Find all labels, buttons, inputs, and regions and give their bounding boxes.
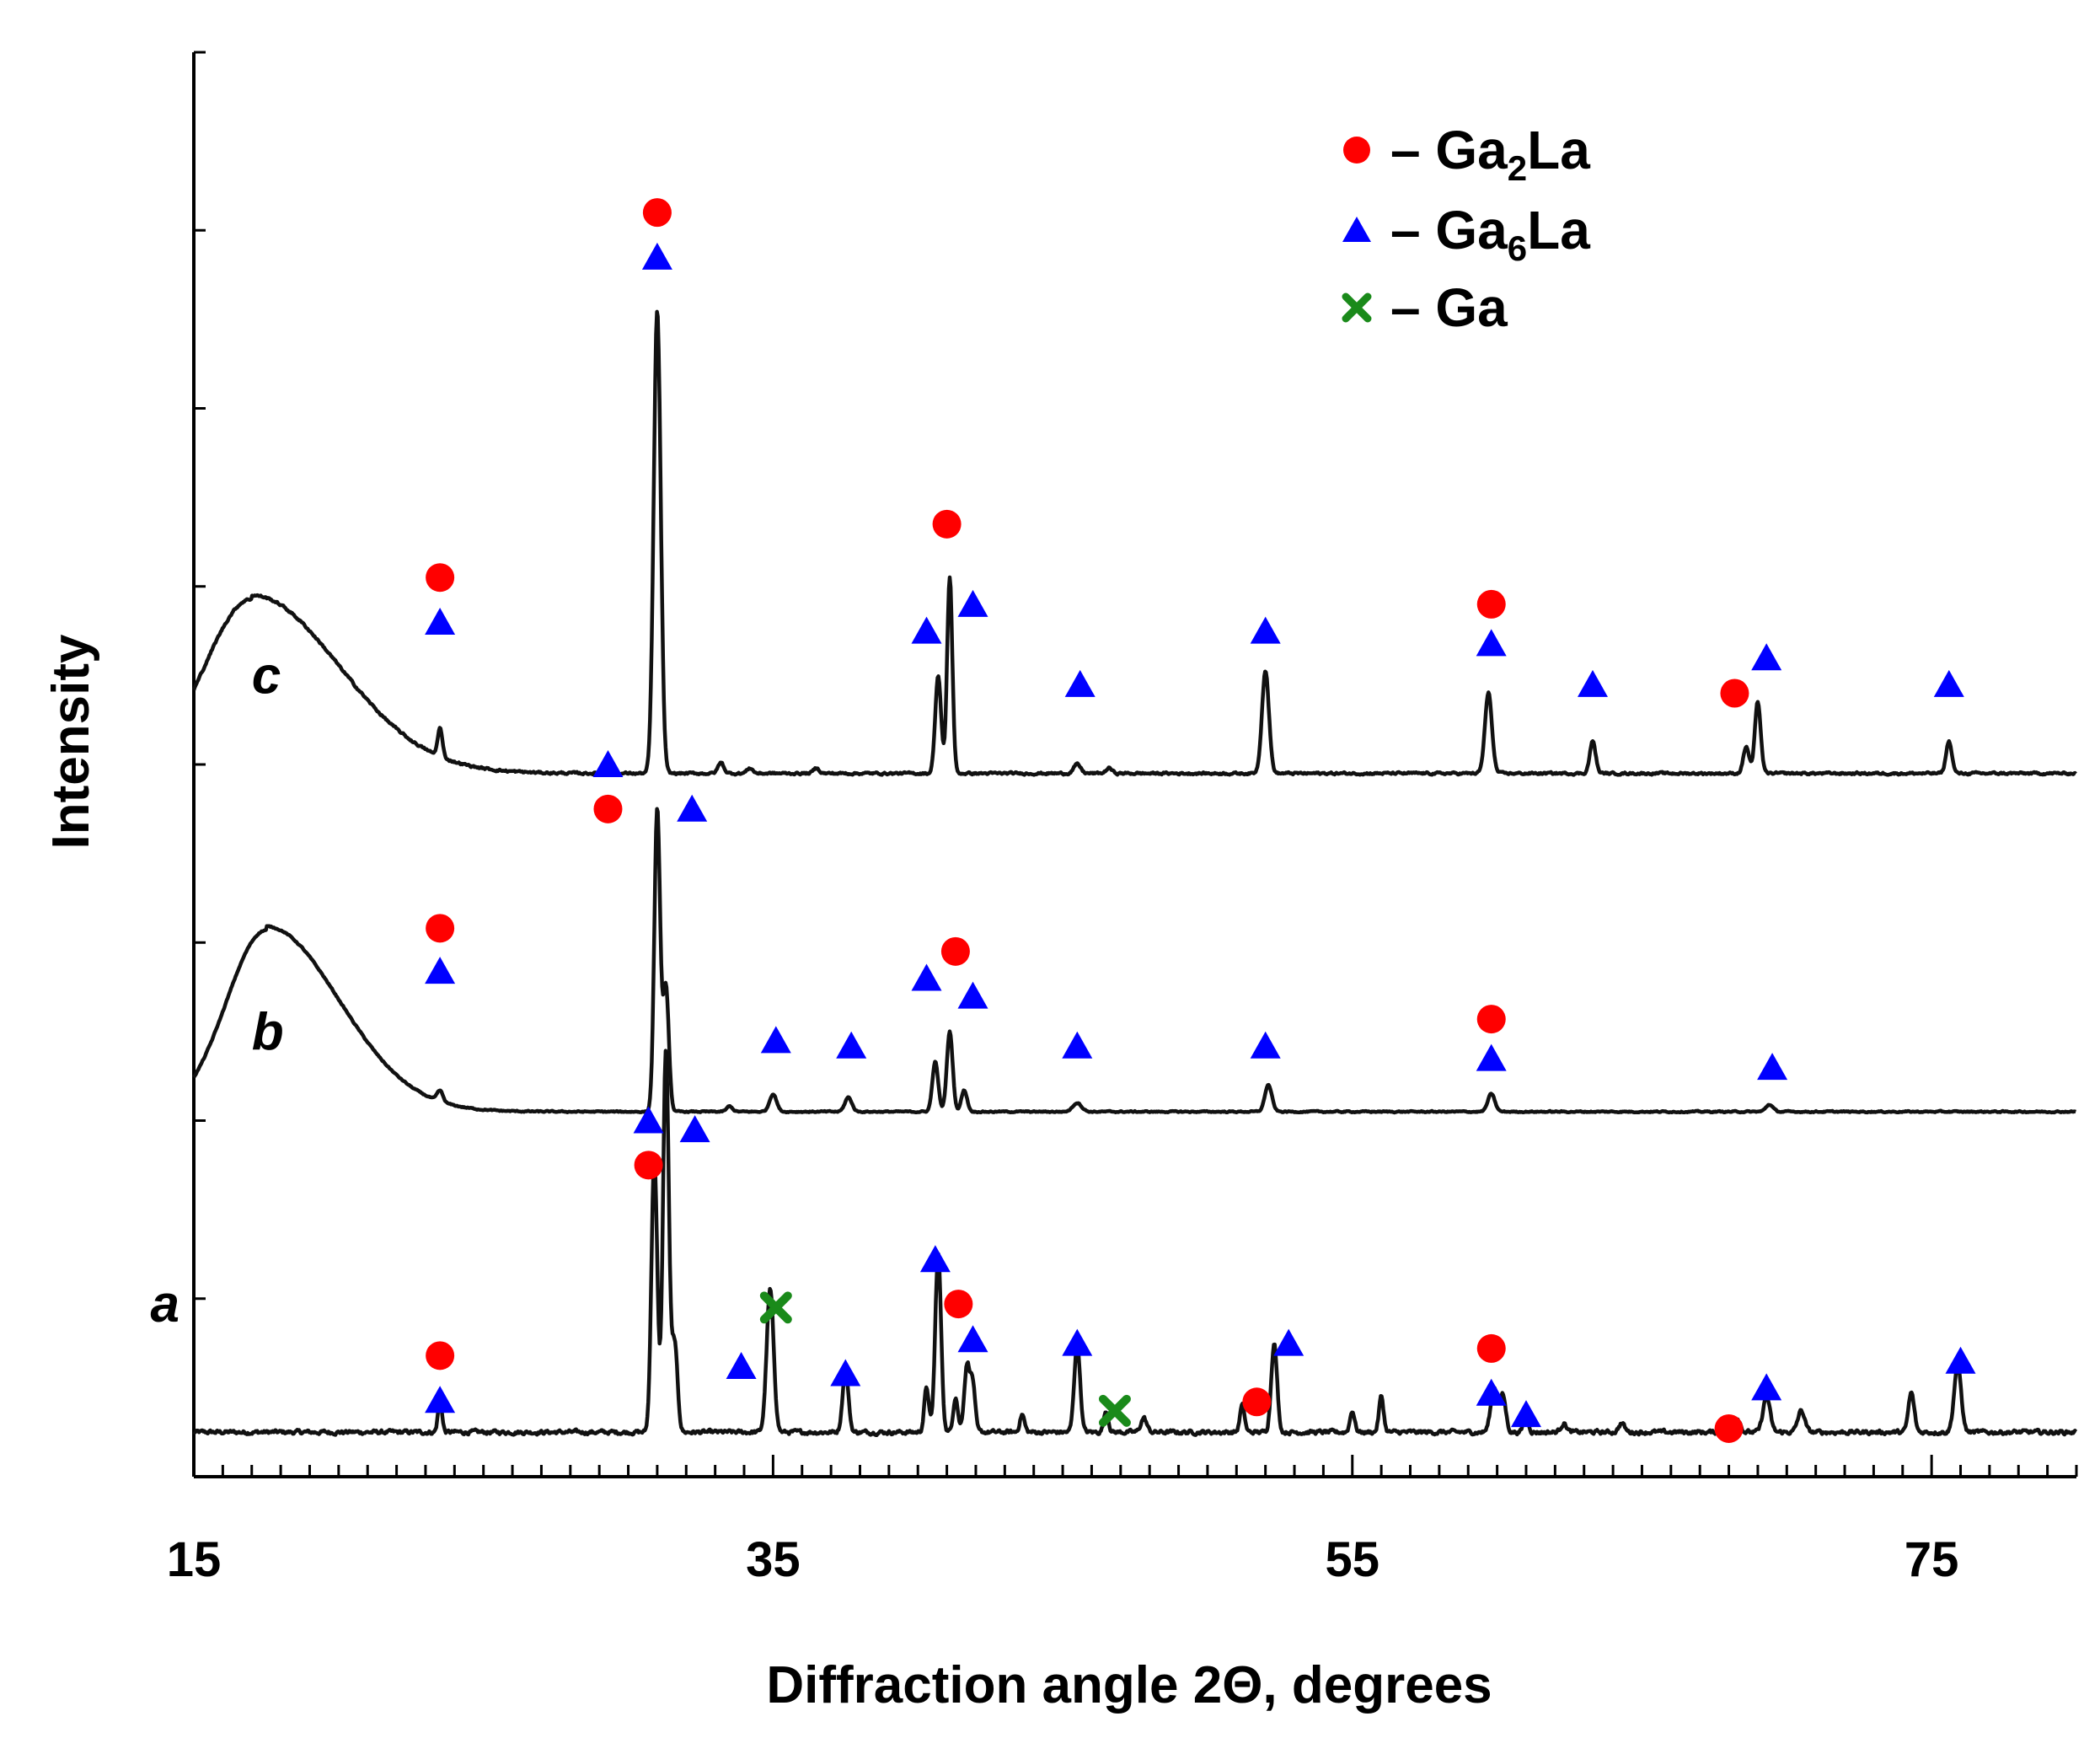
legend-cross-icon [1342,292,1372,323]
ga6la-triangle-marker [1757,1053,1788,1081]
ga6la-triangle-marker [1062,1031,1093,1059]
svg-text:– Ga2La: – Ga2La [1390,120,1590,188]
ga6la-triangle-marker [836,1031,867,1059]
legend: – Ga2La – Ga6La – Ga [1342,120,1590,338]
ga6la-triangle-marker [911,963,942,991]
x-axis-title: Diffraction angle 2Θ, degrees [766,1656,1492,1714]
ga2la-circle-marker [1720,679,1749,708]
ga2la-circle-marker [426,1341,455,1370]
ga6la-triangle-marker [1578,669,1608,697]
x-tick-label: 55 [1326,1532,1380,1587]
ga6la-triangle-marker [641,242,672,270]
legend-label-ga2la-subscript: 2 [1508,148,1527,188]
x-tick-label: 75 [1904,1532,1959,1587]
svg-text:– Ga6La: – Ga6La [1390,200,1590,268]
ga-cross-marker [1098,1394,1131,1427]
legend-label-ga6la-suffix: La [1527,200,1590,260]
legend-item-ga6la: – Ga6La [1342,200,1590,268]
series-a-line [192,1049,2078,1438]
ga6la-triangle-marker [1250,1031,1281,1059]
legend-label-ga2la-suffix: La [1527,120,1590,180]
ga2la-circle-marker [593,794,623,823]
ga6la-triangle-marker [911,616,942,644]
legend-item-ga2la: – Ga2La [1343,120,1590,188]
ga-cross-marker [759,1291,792,1324]
ga2la-circle-marker [1476,1005,1506,1034]
ga6la-triangle-marker [1476,1043,1507,1071]
ga6la-triangle-marker [957,589,988,617]
svg-text:– Ga: – Ga [1390,277,1508,338]
series-b-line [192,807,2077,1115]
legend-label-ga: – Ga [1390,277,1508,338]
y-axis-title: Intensity [42,634,100,849]
ga2la-circle-marker [932,509,962,539]
ga6la-triangle-marker [957,981,988,1009]
ga6la-triangle-marker [592,750,624,777]
ga2la-circle-marker [944,1290,973,1319]
ga6la-triangle-marker [1751,643,1782,671]
ga6la-triangle-marker [1062,1328,1093,1356]
ga6la-triangle-marker [425,1386,456,1413]
ga2la-circle-marker [1476,1333,1506,1363]
ga2la-circle-marker [1242,1387,1272,1417]
ga6la-triangle-marker [677,794,708,822]
x-ticks: 15 35 55 75 [167,1455,2078,1587]
marker-layer [425,198,1976,1443]
ga6la-triangle-marker [1476,1378,1507,1406]
legend-label-ga2la-prefix: – Ga [1390,120,1508,180]
ga6la-triangle-marker [1064,669,1096,697]
ga6la-triangle-marker [1933,669,1964,697]
ga6la-triangle-marker [425,608,456,635]
ga6la-triangle-marker [1511,1400,1541,1428]
series-layer: a b c [150,309,2078,1438]
ga6la-triangle-marker [679,1115,710,1143]
ga6la-triangle-marker [760,1026,791,1054]
legend-label-ga6la-subscript: 6 [1508,228,1527,268]
ga6la-triangle-marker [1945,1346,1976,1374]
x-tick-label: 15 [167,1532,222,1587]
ga6la-triangle-marker [1250,616,1281,644]
ga2la-circle-marker [426,914,455,943]
ga6la-triangle-marker [919,1245,951,1273]
legend-item-ga: – Ga [1342,277,1508,338]
legend-triangle-icon [1342,217,1371,242]
y-ticks [194,51,206,1478]
ga2la-circle-marker [642,198,672,228]
ga2la-circle-marker [1476,589,1506,619]
ga2la-circle-marker [634,1151,663,1180]
ga6la-triangle-marker [957,1325,988,1353]
ga6la-triangle-marker [1273,1328,1304,1356]
axes: 15 35 55 75 [167,51,2078,1587]
legend-circle-icon [1343,137,1370,164]
ga6la-triangle-marker [1476,629,1507,657]
ga2la-circle-marker [1714,1413,1744,1443]
ga6la-triangle-marker [726,1352,757,1379]
series-b-label: b [252,1003,284,1061]
x-tick-label: 35 [746,1532,801,1587]
ga2la-circle-marker [940,936,970,966]
ga6la-triangle-marker [830,1359,861,1387]
ga6la-triangle-marker [1751,1373,1782,1401]
series-c-line [191,309,2077,777]
series-a-label: a [150,1275,179,1333]
legend-label-ga6la-prefix: – Ga [1390,200,1508,260]
ga6la-triangle-marker [633,1106,664,1134]
series-c-label: c [252,647,281,705]
ga6la-triangle-marker [425,957,456,984]
ga2la-circle-marker [426,563,455,593]
